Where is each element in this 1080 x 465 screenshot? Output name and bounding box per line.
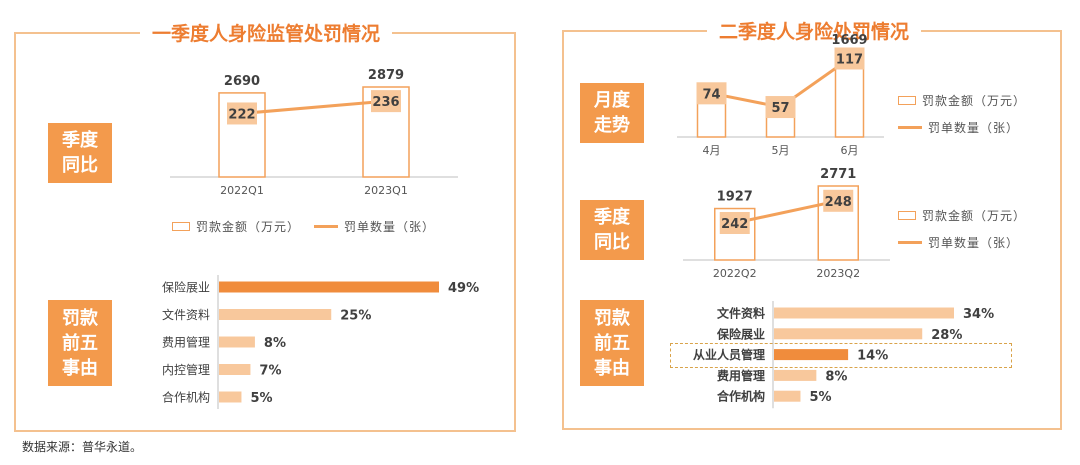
right-monthly-amount-bar xyxy=(696,102,727,138)
left-legend: 罚款金额（万元） 罚单数量（张） xyxy=(172,218,449,235)
left-reasons-category-label: 保险展业 xyxy=(162,280,210,295)
right-monthly-count-label-box xyxy=(834,47,865,70)
left-yoy-tick-label: 2023Q1 xyxy=(364,184,408,197)
legend-count-label: 罚单数量（张） xyxy=(344,220,436,234)
left-tag-yoy-label: 季度 同比 xyxy=(62,130,98,176)
right-reasons-category-label: 文件资料 xyxy=(717,306,765,321)
left-yoy-count-label: 222 xyxy=(228,107,255,122)
right-tag-reasons-label: 罚款 前五 事由 xyxy=(594,307,630,379)
legend-amount-swatch xyxy=(172,222,190,231)
right-yoy-tick-label: 2022Q2 xyxy=(713,267,757,280)
right-panel: 二季度人身险处罚情况 xyxy=(562,18,1062,430)
right-monthly-count-label: 74 xyxy=(702,87,720,102)
left-panel: 一季度人身险监管处罚情况 xyxy=(14,20,516,432)
right-yoy-count-label-box xyxy=(719,212,750,234)
right-yoy-tick-label: 2023Q2 xyxy=(816,267,860,280)
right-reasons-value-label: 28% xyxy=(931,328,962,343)
right-reasons-bar xyxy=(774,307,954,319)
highlight-box xyxy=(670,343,1012,368)
left-yoy-count-label-box xyxy=(371,90,401,113)
legend-count-swatch xyxy=(314,225,339,228)
right-reasons-bar xyxy=(774,369,817,381)
right-monthly-tick-label: 5月 xyxy=(772,144,790,157)
left-yoy-count-label: 236 xyxy=(372,95,399,110)
right-yoy-count-label: 248 xyxy=(825,195,852,210)
right-tag-yoy: 季度 同比 xyxy=(580,200,644,260)
right-yoy-amount-label: 1927 xyxy=(717,190,753,205)
right-monthly-tick-label: 6月 xyxy=(841,144,859,157)
right-yoy-amount-label: 2771 xyxy=(820,167,856,182)
left-yoy-amount-label: 2879 xyxy=(368,68,404,83)
right-reasons-category-label: 从业人员管理 xyxy=(693,347,765,362)
left-yoy-tick-label: 2022Q1 xyxy=(220,184,264,197)
right-tag-monthly-label: 月度 走势 xyxy=(594,90,630,136)
left-reasons-value-label: 49% xyxy=(448,281,479,296)
right-yoy-count-label: 242 xyxy=(721,217,748,232)
left-panel-title: 一季度人身险监管处罚情况 xyxy=(139,20,393,48)
left-reasons-category-label: 内控管理 xyxy=(162,362,210,377)
left-reasons-category-label: 合作机构 xyxy=(162,390,210,405)
left-reasons-bar xyxy=(219,336,255,348)
right-monthly-amount-label: 1669 xyxy=(831,33,867,48)
right-legend-yoy: 罚款金额（万元） 罚单数量（张） xyxy=(898,207,1040,251)
left-reasons-category-label: 费用管理 xyxy=(162,335,210,350)
legend-amount-label: 罚款金额（万元） xyxy=(922,209,1027,223)
left-tag-reasons: 罚款 前五 事由 xyxy=(48,300,112,386)
left-reasons-value-label: 8% xyxy=(264,336,286,351)
legend-row-count: 罚单数量（张） xyxy=(898,119,1033,136)
right-monthly-count-label: 117 xyxy=(836,52,863,67)
left-reasons-bar xyxy=(219,309,332,320)
legend-count-label: 罚单数量（张） xyxy=(928,121,1020,135)
left-reasons-value-label: 7% xyxy=(259,364,281,379)
right-reasons-bar xyxy=(774,328,923,340)
left-reasons-value-label: 25% xyxy=(340,309,371,324)
legend-amount-label: 罚款金额（万元） xyxy=(922,94,1027,108)
right-reasons-bar xyxy=(774,349,849,361)
right-legend-monthly: 罚款金额（万元） 罚单数量（张） xyxy=(898,92,1040,136)
right-reasons-category-label: 合作机构 xyxy=(717,389,765,404)
legend-amount-swatch xyxy=(898,211,916,220)
right-monthly-count-label: 57 xyxy=(771,101,789,116)
right-panel-title: 二季度人身险处罚情况 xyxy=(706,18,922,46)
legend-amount-label: 罚款金额（万元） xyxy=(196,220,301,234)
right-reasons-bar xyxy=(774,390,801,402)
right-reasons-value-label: 14% xyxy=(857,349,888,364)
right-monthly-count-label-box xyxy=(765,96,796,119)
left-yoy-amount-label: 2690 xyxy=(224,74,260,89)
right-reasons-category-label: 费用管理 xyxy=(717,368,765,383)
legend-row-amount: 罚款金额（万元） xyxy=(898,92,1040,109)
source-note: 数据来源：普华永道。 xyxy=(22,440,143,454)
right-monthly-tick-label: 4月 xyxy=(703,144,721,157)
left-reasons-bar xyxy=(219,281,439,293)
right-reasons-value-label: 8% xyxy=(825,369,847,384)
legend-row-amount: 罚款金额（万元） xyxy=(898,207,1040,224)
left-reasons-value-label: 5% xyxy=(250,391,272,406)
left-yoy-count-line xyxy=(241,99,387,115)
legend-row-count: 罚单数量（张） xyxy=(898,234,1033,251)
right-reasons-value-label: 5% xyxy=(809,390,831,405)
left-tag-yoy: 季度 同比 xyxy=(48,123,112,183)
legend-count-label: 罚单数量（张） xyxy=(928,236,1020,250)
right-reasons-category-label: 保险展业 xyxy=(716,326,765,341)
left-tag-reasons-label: 罚款 前五 事由 xyxy=(62,307,98,379)
right-reasons-value-label: 34% xyxy=(963,307,994,322)
legend-count-swatch xyxy=(898,126,922,129)
right-monthly-count-label-box xyxy=(696,82,727,105)
left-reasons-bar xyxy=(219,364,251,375)
right-yoy-count-line xyxy=(734,199,839,225)
left-reasons-category-label: 文件资料 xyxy=(162,307,210,322)
left-reasons-bar xyxy=(219,391,242,403)
legend-amount-swatch xyxy=(898,96,916,105)
right-tag-yoy-label: 季度 同比 xyxy=(594,207,630,253)
right-yoy-count-label-box xyxy=(823,189,854,212)
legend-count-swatch xyxy=(898,241,922,244)
right-tag-monthly: 月度 走势 xyxy=(580,83,644,143)
left-yoy-count-label-box xyxy=(227,102,257,125)
right-tag-reasons: 罚款 前五 事由 xyxy=(580,300,644,386)
